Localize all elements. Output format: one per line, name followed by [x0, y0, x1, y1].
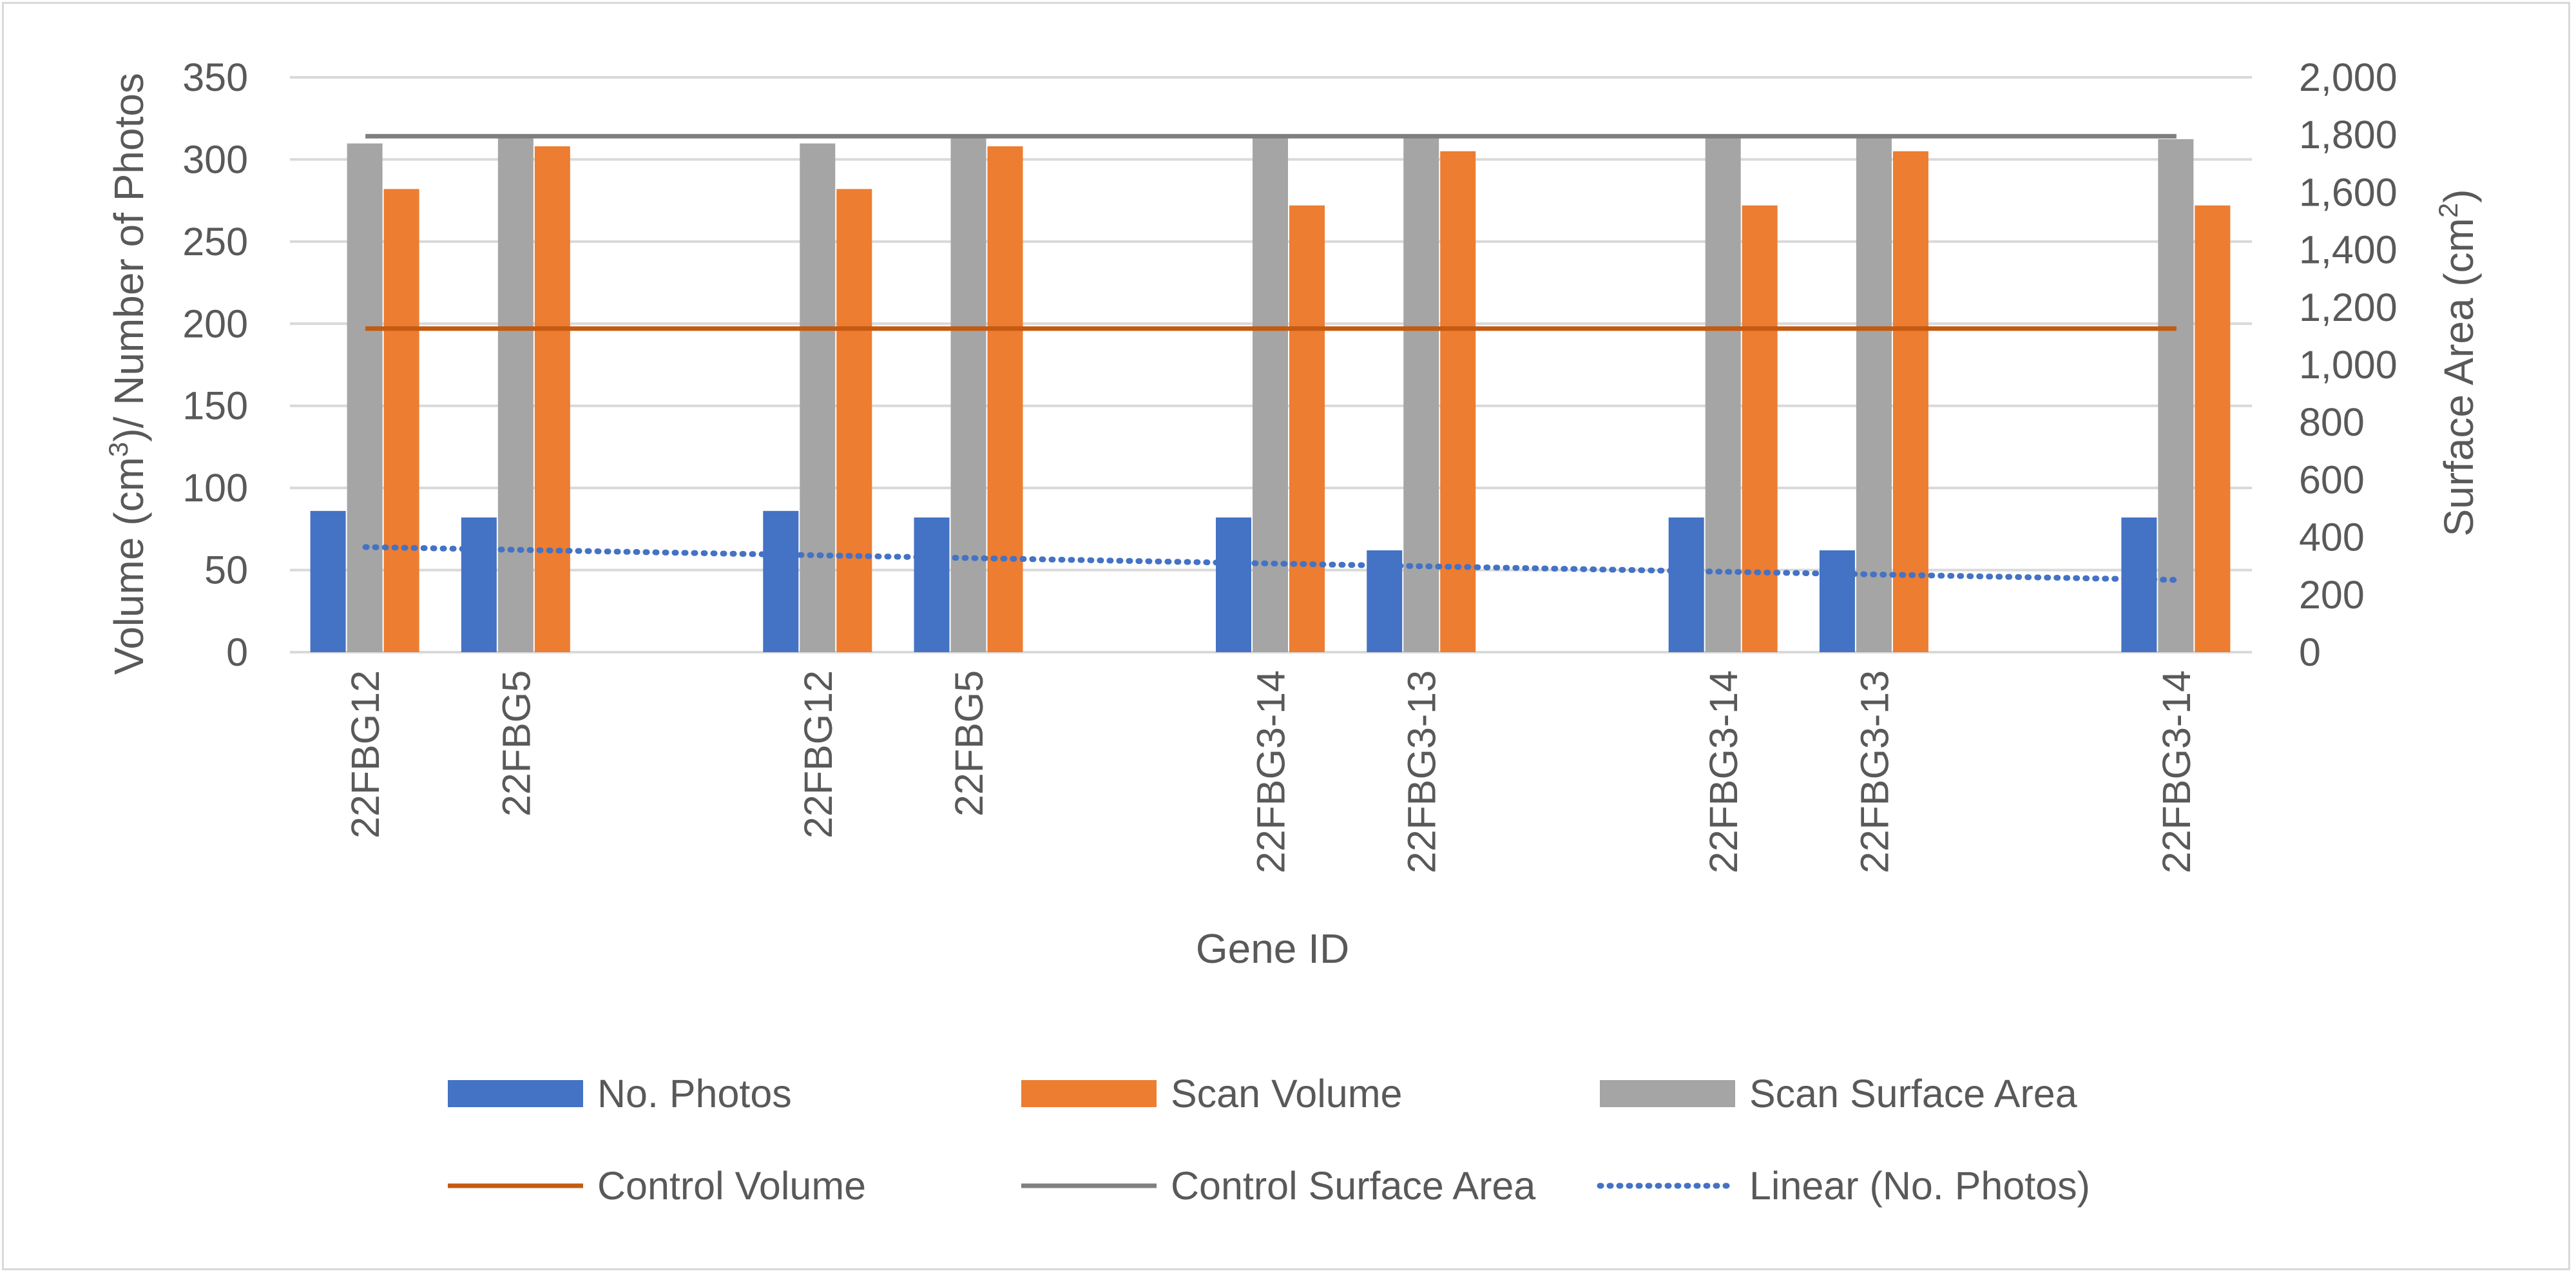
y-axis-right-ticks: 0 200 400 600 800 1,000 1,200 1,400 1,600 1,800 2,… [2299, 55, 2398, 674]
y-left-tick-label: 200 [182, 302, 248, 345]
y-left-tick-label: 0 [226, 630, 248, 674]
bar-no-photos [1668, 517, 1704, 652]
bar-scan-volume [1289, 205, 1325, 652]
legend-swatch-no-photos [448, 1080, 583, 1107]
x-tick-label: 22FBG3-14 [1702, 670, 1745, 873]
x-tick-label: 22FBG12 [796, 670, 840, 838]
bar-scan-volume [987, 146, 1023, 653]
y-axis-left-ticks: 0 50 100 150 200 250 300 350 [182, 55, 248, 674]
bar-no-photos [2121, 517, 2157, 652]
y-right-tick-label: 1,000 [2299, 343, 2398, 387]
legend-swatch-scan-volume [1021, 1080, 1157, 1107]
bar-scan-surface-area [950, 137, 986, 652]
y-axis-right-title-sup: 2 [2433, 203, 2463, 218]
y-left-tick-label: 150 [182, 384, 248, 428]
x-tick-label: 22FBG3-14 [2155, 670, 2198, 873]
bar-no-photos [1819, 550, 1855, 652]
lines-layer [362, 133, 2180, 583]
y-right-tick-label: 200 [2299, 573, 2365, 617]
y-left-tick-label: 250 [182, 220, 248, 264]
x-tick-label: 22FBG5 [947, 670, 991, 817]
legend: No. Photos Scan Volume Scan Surface Area Co… [448, 1072, 2090, 1208]
bar-no-photos [763, 510, 799, 652]
x-tick-label: 22FBG3-13 [1852, 670, 1896, 873]
bar-scan-surface-area [1856, 135, 1892, 652]
y-right-tick-label: 600 [2299, 458, 2365, 501]
x-tick-label: 22FBG3-14 [1249, 670, 1293, 873]
y-axis-left-title-sup: 3 [103, 442, 133, 457]
bar-scan-surface-area [1403, 135, 1439, 652]
bar-scan-surface-area [347, 143, 383, 652]
bar-scan-surface-area [1705, 135, 1741, 652]
legend-label-scan-surface-area: Scan Surface Area [1749, 1072, 2077, 1116]
y-left-tick-label: 50 [204, 548, 248, 592]
y-right-tick-label: 1,200 [2299, 285, 2398, 329]
y-axis-right-title: Surface Area (cm2) [2433, 189, 2482, 536]
legend-label-linear-no-photos: Linear (No. Photos) [1749, 1164, 2090, 1208]
bar-scan-surface-area [800, 143, 836, 652]
bar-no-photos [461, 517, 497, 652]
y-left-tick-label: 300 [182, 137, 248, 181]
bar-no-photos [310, 510, 346, 652]
legend-label-scan-volume: Scan Volume [1171, 1072, 1402, 1116]
bar-scan-volume [1440, 151, 1476, 652]
x-axis-title: Gene ID [1196, 925, 1349, 972]
bar-scan-surface-area [497, 137, 533, 652]
y-right-tick-label: 400 [2299, 516, 2365, 559]
x-tick-label: 22FBG12 [343, 670, 387, 838]
y-left-tick-label: 100 [182, 466, 248, 510]
y-left-tick-label: 350 [182, 55, 248, 99]
bar-scan-surface-area [1253, 135, 1288, 652]
bar-scan-volume [1742, 205, 1778, 652]
y-right-tick-label: 1,800 [2299, 113, 2398, 157]
bar-scan-surface-area [2158, 139, 2194, 652]
y-axis-right-title-suffix: ) [2436, 189, 2482, 202]
legend-swatch-scan-surface-area [1600, 1080, 1735, 1107]
y-axis-left-title: Volume (cm3)/ Number of Photos [103, 73, 152, 675]
y-right-tick-label: 0 [2299, 630, 2321, 674]
x-tick-label: 22FBG3-13 [1400, 670, 1444, 873]
bar-scan-volume [1892, 151, 1928, 652]
bar-scan-volume [836, 189, 872, 652]
trendline-no-photos [362, 544, 2180, 583]
x-tick-label: 22FBG5 [494, 670, 538, 817]
legend-label-no-photos: No. Photos [597, 1072, 792, 1116]
y-axis-right-title-prefix: Surface Area (cm [2436, 218, 2482, 536]
y-axis-left-title-suffix: )/ Number of Photos [106, 73, 152, 442]
y-right-tick-label: 2,000 [2299, 55, 2398, 99]
bar-scan-volume [2195, 205, 2231, 652]
y-axis-left-title-prefix: Volume (cm [106, 457, 152, 675]
legend-label-control-surface-area: Control Surface Area [1171, 1164, 1535, 1208]
y-right-tick-label: 800 [2299, 400, 2365, 444]
legend-label-control-volume: Control Volume [597, 1164, 866, 1208]
bar-no-photos [914, 517, 950, 652]
y-right-tick-label: 1,400 [2299, 228, 2398, 272]
bar-scan-volume [383, 189, 419, 652]
bar-scan-volume [534, 146, 570, 653]
x-axis-ticks: 22FBG12 22FBG5 22FBG12 22FBG5 22FBG3-14 22FBG… [343, 670, 2198, 873]
bar-no-photos [1216, 517, 1251, 652]
y-right-tick-label: 1,600 [2299, 170, 2398, 214]
bars-layer [310, 135, 2231, 653]
